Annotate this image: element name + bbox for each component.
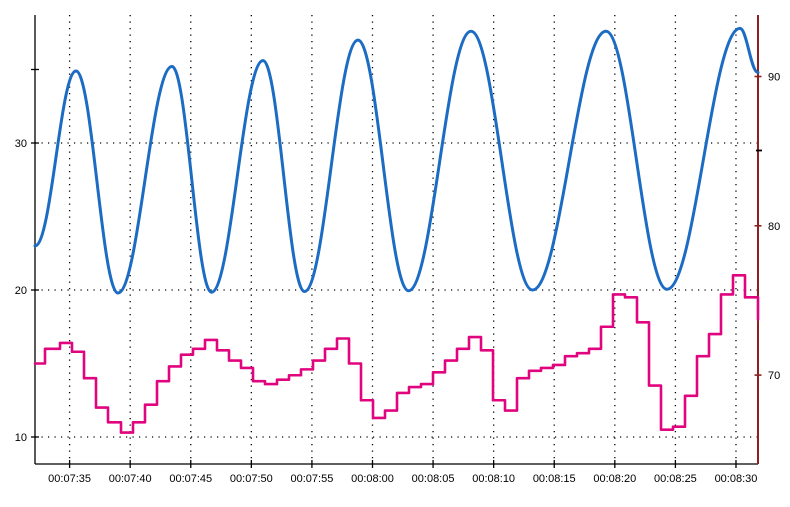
svg-text:80: 80 (768, 221, 780, 233)
svg-text:90: 90 (768, 72, 780, 84)
svg-text:00:08:30: 00:08:30 (715, 473, 758, 485)
svg-text:00:08:25: 00:08:25 (654, 473, 697, 485)
svg-text:00:07:45: 00:07:45 (169, 473, 212, 485)
svg-text:30: 30 (15, 138, 27, 150)
svg-text:00:08:10: 00:08:10 (472, 473, 515, 485)
svg-text:00:07:40: 00:07:40 (109, 473, 152, 485)
svg-text:00:08:05: 00:08:05 (412, 473, 455, 485)
svg-text:20: 20 (15, 285, 27, 297)
svg-text:00:07:35: 00:07:35 (48, 473, 91, 485)
svg-text:00:08:20: 00:08:20 (593, 473, 636, 485)
svg-text:00:08:15: 00:08:15 (533, 473, 576, 485)
svg-text:70: 70 (768, 370, 780, 382)
svg-text:10: 10 (15, 432, 27, 444)
svg-text:00:07:55: 00:07:55 (291, 473, 334, 485)
svg-text:00:08:00: 00:08:00 (351, 473, 394, 485)
svg-text:00:07:50: 00:07:50 (230, 473, 273, 485)
